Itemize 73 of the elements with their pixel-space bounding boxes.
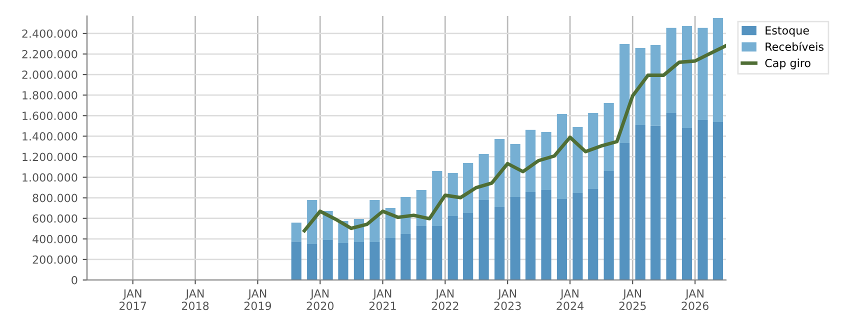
y-tick-label: 1.800.000 (22, 91, 78, 100)
y-tick-label: 800.000 (32, 194, 78, 202)
bar (604, 171, 614, 280)
bar (385, 238, 396, 280)
bar (338, 243, 348, 280)
bar (463, 213, 474, 280)
bar (291, 242, 302, 280)
x-tick-label: JAN 2025 (619, 289, 646, 310)
bar (712, 122, 724, 280)
line-series (302, 44, 726, 232)
bar (478, 200, 489, 280)
bar (556, 114, 568, 199)
x-tick-label: JAN 2021 (369, 289, 396, 310)
bar (588, 112, 598, 189)
y-tick-label: 1.600.000 (22, 112, 78, 120)
bar (432, 226, 442, 280)
y-tick-label: 0 (72, 276, 78, 284)
bar (698, 120, 708, 280)
y-tick-label: 200.000 (32, 255, 78, 264)
x-tick-label: JAN 2023 (494, 289, 521, 310)
bar (354, 242, 364, 280)
bar (370, 242, 380, 280)
x-tick-label: JAN 2018 (182, 289, 209, 310)
x-tick-label: JAN 2026 (682, 289, 708, 310)
bar (525, 130, 536, 192)
legend-label: Recebíveis (766, 42, 824, 51)
bar (698, 28, 708, 120)
bar (463, 163, 474, 214)
bar (712, 18, 724, 122)
bar (604, 103, 614, 172)
bar (682, 128, 692, 280)
bar (322, 240, 333, 280)
y-tick-label: 1.000.000 (22, 173, 78, 182)
legend-label: Cap giro (765, 58, 810, 70)
bar (666, 28, 676, 113)
bar (448, 172, 458, 216)
bar (620, 142, 630, 280)
x-tick-label: JAN 2024 (556, 289, 584, 310)
bar (635, 124, 646, 280)
y-tick-label: 400.000 (32, 234, 78, 244)
bar (682, 26, 692, 128)
bar (448, 216, 458, 280)
bar (541, 132, 552, 190)
bar (650, 44, 661, 126)
bar (666, 112, 676, 280)
x-tick-label: JAN 2020 (306, 289, 334, 310)
bar (635, 48, 646, 125)
bar (307, 244, 318, 280)
bar (510, 144, 520, 197)
x-tick-label: JAN 2022 (432, 289, 458, 310)
bar (525, 192, 536, 280)
y-tick-label: 600.000 (32, 214, 78, 223)
bar (494, 206, 505, 280)
bar (510, 197, 520, 280)
bar (556, 198, 568, 280)
bar (416, 226, 426, 280)
bar (291, 222, 302, 242)
y-tick-label: 1.200.000 (22, 152, 78, 162)
bar (650, 126, 661, 280)
bar (588, 188, 598, 280)
y-tick-label: 2.000.000 (22, 70, 78, 79)
bar (572, 192, 583, 280)
bar (494, 138, 505, 207)
legend-label: Estoque (766, 26, 809, 37)
y-tick-label: 1.400.000 (22, 132, 78, 141)
bar (478, 154, 489, 200)
x-tick-label: JAN 2019 (244, 289, 272, 310)
y-tick-label: 2.200.000 (22, 50, 78, 58)
y-tick-label: 2.400.000 (22, 29, 78, 38)
bar (572, 126, 583, 193)
bar (400, 234, 411, 280)
bar (541, 190, 552, 280)
x-tick-label: JAN 2017 (120, 289, 146, 310)
